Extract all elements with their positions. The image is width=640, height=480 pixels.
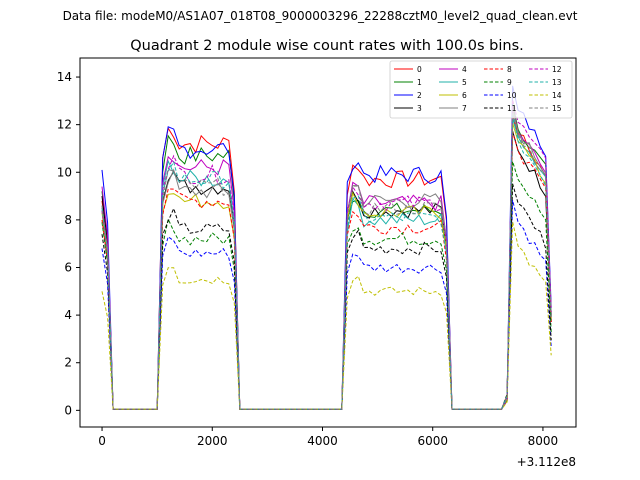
legend-label-5: 5: [462, 78, 467, 87]
x-offset-label: +3.112e8: [517, 455, 576, 469]
plot-area: [101, 85, 552, 410]
chart-title: Quadrant 2 module wise count rates with …: [130, 38, 524, 54]
x-tick-label: 8000: [528, 434, 559, 448]
series-line-12: [101, 99, 552, 410]
y-tick-label: 6: [64, 260, 72, 274]
y-tick-label: 10: [57, 165, 72, 179]
legend-label-0: 0: [417, 65, 422, 74]
x-tick-label: 6000: [417, 434, 448, 448]
series-line-14: [101, 221, 552, 410]
legend-label-6: 6: [462, 91, 467, 100]
x-tick-label: 0: [98, 434, 106, 448]
legend-box: [389, 60, 573, 119]
legend-label-2: 2: [417, 91, 422, 100]
legend-label-4: 4: [462, 65, 467, 74]
y-tick-label: 14: [57, 70, 72, 84]
series-line-6: [101, 122, 552, 410]
legend-label-1: 1: [417, 78, 422, 87]
legend-label-7: 7: [462, 104, 467, 113]
legend-label-9: 9: [507, 78, 512, 87]
legend-label-8: 8: [507, 65, 512, 74]
series-line-15: [101, 109, 552, 410]
y-tick-label: 4: [64, 308, 72, 322]
y-tick-label: 12: [57, 118, 72, 132]
legend-label-12: 12: [552, 65, 562, 74]
legend-label-10: 10: [507, 91, 517, 100]
series-line-13: [101, 112, 552, 410]
legend-label-11: 11: [507, 104, 517, 113]
x-tick-label: 4000: [307, 434, 338, 448]
legend-label-14: 14: [552, 91, 562, 100]
legend-label-3: 3: [417, 104, 422, 113]
legend-label-15: 15: [552, 104, 562, 113]
y-tick-label: 8: [64, 213, 72, 227]
chart-suptitle: Data file: modeM0/AS1A07_018T08_90000032…: [63, 9, 578, 23]
y-tick-label: 2: [64, 356, 72, 370]
y-tick-label: 0: [64, 403, 72, 417]
legend-label-13: 13: [552, 78, 562, 87]
axes-frame: [79, 57, 577, 428]
x-tick-label: 2000: [197, 434, 228, 448]
